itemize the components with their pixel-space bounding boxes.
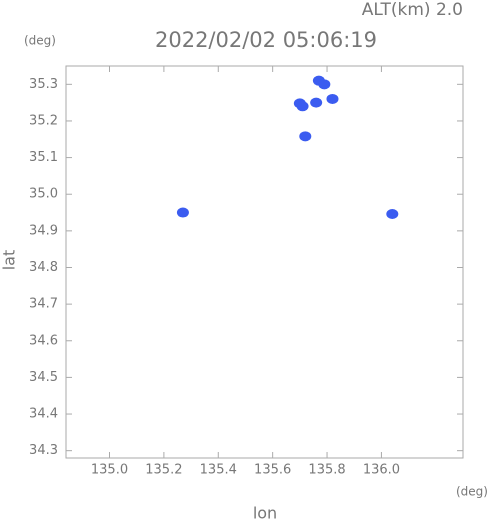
echo-point [296, 101, 309, 112]
y-tick-label: 34.8 [29, 260, 58, 275]
echo-point [318, 79, 331, 90]
y-tick-label: 34.3 [29, 443, 58, 458]
y-tick-label: 34.6 [29, 333, 58, 348]
echo-point [176, 207, 189, 218]
x-tick-label: 135.8 [308, 463, 345, 478]
y-tick-label: 34.7 [29, 297, 58, 312]
plot-frame [65, 65, 464, 459]
echo-point [326, 93, 339, 104]
x-unit: (deg) [456, 485, 488, 499]
y-tick-label: 35.3 [29, 77, 58, 92]
y-tick-label: 35.2 [29, 113, 58, 128]
y-axis-label: lat [0, 250, 19, 271]
echo-point [299, 131, 312, 142]
y-tick-label: 34.5 [29, 370, 58, 385]
y-tick-label: 35.0 [29, 187, 58, 202]
x-tick-label: 135.2 [145, 463, 182, 478]
chart-title: 2022/02/02 05:06:19 [155, 28, 377, 52]
x-tick-label: 135.6 [254, 463, 291, 478]
x-tick-label: 136.0 [363, 463, 400, 478]
x-tick-label: 135.4 [200, 463, 237, 478]
x-axis-label: lon [253, 504, 277, 521]
echo-point [386, 209, 399, 220]
echo-point [310, 97, 323, 108]
x-tick-label: 135.0 [91, 463, 128, 478]
y-tick-label: 34.4 [29, 407, 58, 422]
chart-subtitle: ALT(km) 2.0 [362, 0, 463, 20]
y-tick-label: 34.9 [29, 223, 58, 238]
y-tick-label: 35.1 [29, 150, 58, 165]
y-unit: (deg) [24, 34, 56, 48]
